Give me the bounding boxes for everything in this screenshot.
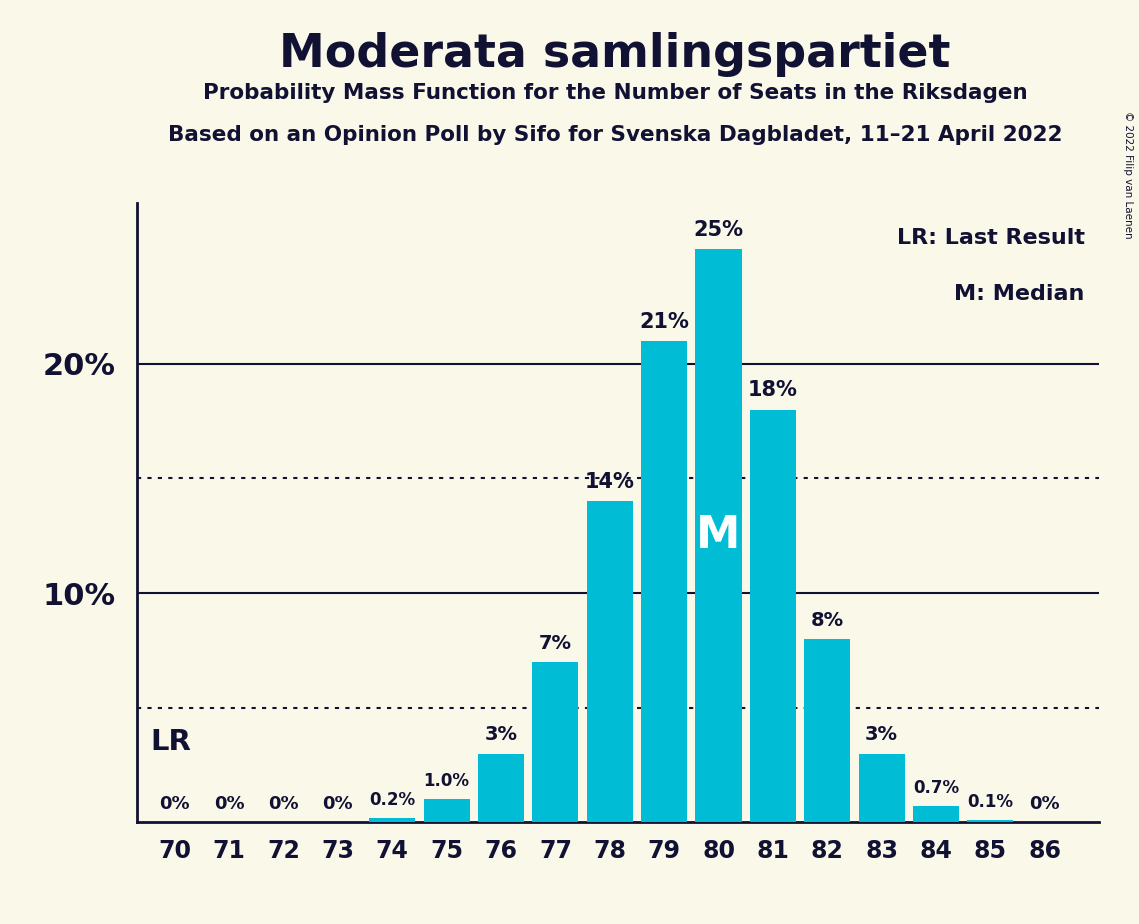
Text: M: M [696, 515, 740, 557]
Bar [696, 249, 741, 822]
Text: 0.1%: 0.1% [967, 793, 1014, 811]
Text: LR: LR [150, 728, 191, 756]
Text: 0.2%: 0.2% [369, 791, 416, 808]
Text: 7%: 7% [539, 634, 572, 652]
Bar [967, 821, 1014, 822]
Bar [424, 799, 469, 822]
Bar [478, 754, 524, 822]
Text: 21%: 21% [639, 311, 689, 332]
Text: 0%: 0% [268, 796, 298, 813]
Text: 18%: 18% [748, 381, 797, 400]
Text: 0%: 0% [1030, 796, 1060, 813]
Bar [532, 662, 579, 822]
Bar [369, 818, 416, 822]
Text: 0%: 0% [322, 796, 353, 813]
Bar [749, 409, 796, 822]
Text: 0.7%: 0.7% [913, 779, 959, 797]
Text: 0%: 0% [214, 796, 245, 813]
Text: 3%: 3% [484, 725, 517, 745]
Text: 3%: 3% [866, 725, 899, 745]
Text: 8%: 8% [811, 611, 844, 630]
Text: 1.0%: 1.0% [424, 772, 469, 790]
Text: 25%: 25% [694, 220, 744, 240]
Bar [587, 502, 633, 822]
Text: 14%: 14% [584, 472, 634, 492]
Bar [641, 341, 687, 822]
Text: © 2022 Filip van Laenen: © 2022 Filip van Laenen [1123, 111, 1133, 238]
Text: Moderata samlingspartiet: Moderata samlingspartiet [279, 32, 951, 78]
Text: Based on an Opinion Poll by Sifo for Svenska Dagbladet, 11–21 April 2022: Based on an Opinion Poll by Sifo for Sve… [167, 125, 1063, 145]
Text: M: Median: M: Median [954, 284, 1084, 304]
Bar [859, 754, 904, 822]
Text: 0%: 0% [159, 796, 190, 813]
Bar [804, 638, 851, 822]
Text: Probability Mass Function for the Number of Seats in the Riksdagen: Probability Mass Function for the Number… [203, 83, 1027, 103]
Text: LR: Last Result: LR: Last Result [896, 228, 1084, 248]
Bar [912, 807, 959, 822]
